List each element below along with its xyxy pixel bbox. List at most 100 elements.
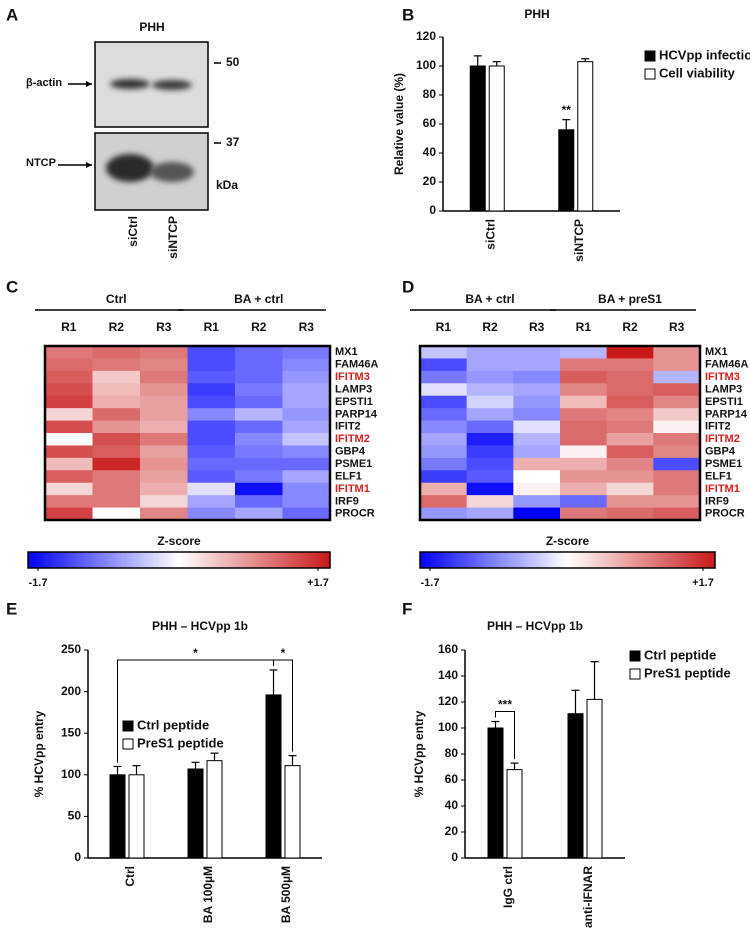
marker-label: 50	[226, 55, 240, 69]
column-label: R1	[61, 320, 77, 334]
bracket	[495, 711, 515, 760]
heat-cell	[466, 482, 514, 496]
heat-cell	[92, 457, 141, 471]
heat-cell	[653, 383, 701, 397]
heat-cell	[466, 495, 514, 509]
heat-cell	[92, 358, 141, 372]
row-label: MX1	[335, 346, 358, 358]
band-label: NTCP	[26, 157, 56, 169]
heat-cell	[653, 346, 701, 359]
heat-cell	[140, 433, 188, 446]
heat-cell	[653, 495, 701, 509]
marker-unit: kDa	[216, 178, 238, 192]
x-tick-label: IgG ctrl	[501, 866, 515, 908]
heat-cell	[187, 358, 236, 372]
colorbar	[27, 551, 331, 569]
heatmap-border	[43, 344, 332, 522]
error-bar	[269, 669, 278, 695]
heat-cell	[92, 470, 141, 484]
heat-cell	[140, 507, 188, 521]
heat-cell	[606, 470, 654, 484]
heat-cell	[606, 507, 654, 521]
heat-cell	[187, 507, 236, 521]
heat-cell	[466, 445, 514, 459]
heat-cell	[560, 383, 608, 397]
heat-cell	[45, 383, 93, 397]
colorbar-tick-label: +1.7	[692, 577, 714, 589]
column-label: R1	[204, 320, 220, 334]
bar	[577, 61, 594, 212]
bracket-label: *	[281, 646, 286, 660]
heat-cell	[187, 433, 236, 446]
heat-cell	[560, 457, 608, 471]
heat-cell	[187, 408, 236, 422]
error-bar	[562, 119, 571, 130]
heat-cell	[92, 495, 141, 509]
column-label: R2	[251, 320, 267, 334]
blot-title: PHH	[139, 20, 164, 34]
panel-label: B	[402, 5, 414, 24]
heat-cell	[92, 395, 141, 409]
chart-title: PHH	[524, 7, 549, 21]
column-label: R1	[436, 320, 452, 334]
heat-cell	[45, 482, 93, 496]
bar	[586, 698, 603, 859]
legend-label: Ctrl peptide	[137, 717, 209, 732]
heat-cell	[606, 395, 654, 409]
heat-cell	[282, 370, 331, 384]
heat-cell	[187, 383, 236, 397]
heat-cell	[235, 358, 283, 372]
heat-cell	[606, 495, 654, 509]
group-label: Ctrl	[106, 292, 127, 306]
heat-cell	[140, 420, 188, 434]
bar	[488, 65, 505, 212]
error-bar	[492, 61, 501, 66]
heat-cell	[466, 470, 514, 484]
error-bar	[571, 689, 580, 714]
heat-cell	[282, 507, 331, 521]
heat-cell	[140, 383, 188, 397]
row-label: PARP14	[705, 408, 748, 420]
row-label: FAM46A	[705, 359, 748, 371]
bar	[558, 129, 575, 212]
x-tick-label: Ctrl	[123, 866, 137, 887]
row-label: ELF1	[705, 470, 732, 482]
heat-cell	[187, 470, 236, 484]
heat-cell	[653, 445, 701, 459]
heat-cell	[235, 470, 283, 484]
heat-cell	[92, 408, 141, 422]
heat-cell	[560, 395, 608, 409]
heat-cell	[466, 507, 514, 521]
bracket-label: *	[193, 646, 198, 660]
heat-cell	[466, 383, 514, 397]
colorbar	[419, 551, 716, 569]
error-bar	[581, 58, 590, 62]
band-label: β-actin	[26, 77, 62, 89]
heat-cell	[513, 433, 561, 446]
heat-cell	[466, 408, 514, 422]
colorbar-tick-label: -1.7	[421, 577, 440, 589]
heat-cell	[187, 346, 236, 359]
heat-cell	[187, 495, 236, 509]
band	[110, 79, 150, 89]
y-tick-label: 150	[61, 725, 81, 739]
heat-cell	[653, 457, 701, 471]
arrow-head	[86, 162, 92, 168]
heat-cell	[92, 383, 141, 397]
heat-cell	[466, 433, 514, 446]
heat-cell	[92, 346, 141, 359]
heat-cell	[92, 482, 141, 496]
y-tick-label: 60	[423, 116, 437, 130]
y-axis-label: % HCVpp entry	[412, 710, 426, 797]
heat-cell	[45, 495, 93, 509]
x-tick-label: siCtrl	[483, 219, 497, 250]
arrow-head	[86, 81, 92, 87]
heat-cell	[140, 470, 188, 484]
bar	[109, 774, 126, 859]
heat-cell	[45, 358, 93, 372]
y-tick-label: 100	[438, 720, 458, 734]
heat-cell	[466, 457, 514, 471]
row-label: GBP4	[335, 446, 366, 458]
legend-label: PreS1 peptide	[137, 735, 224, 750]
y-tick-label: 80	[445, 746, 459, 760]
